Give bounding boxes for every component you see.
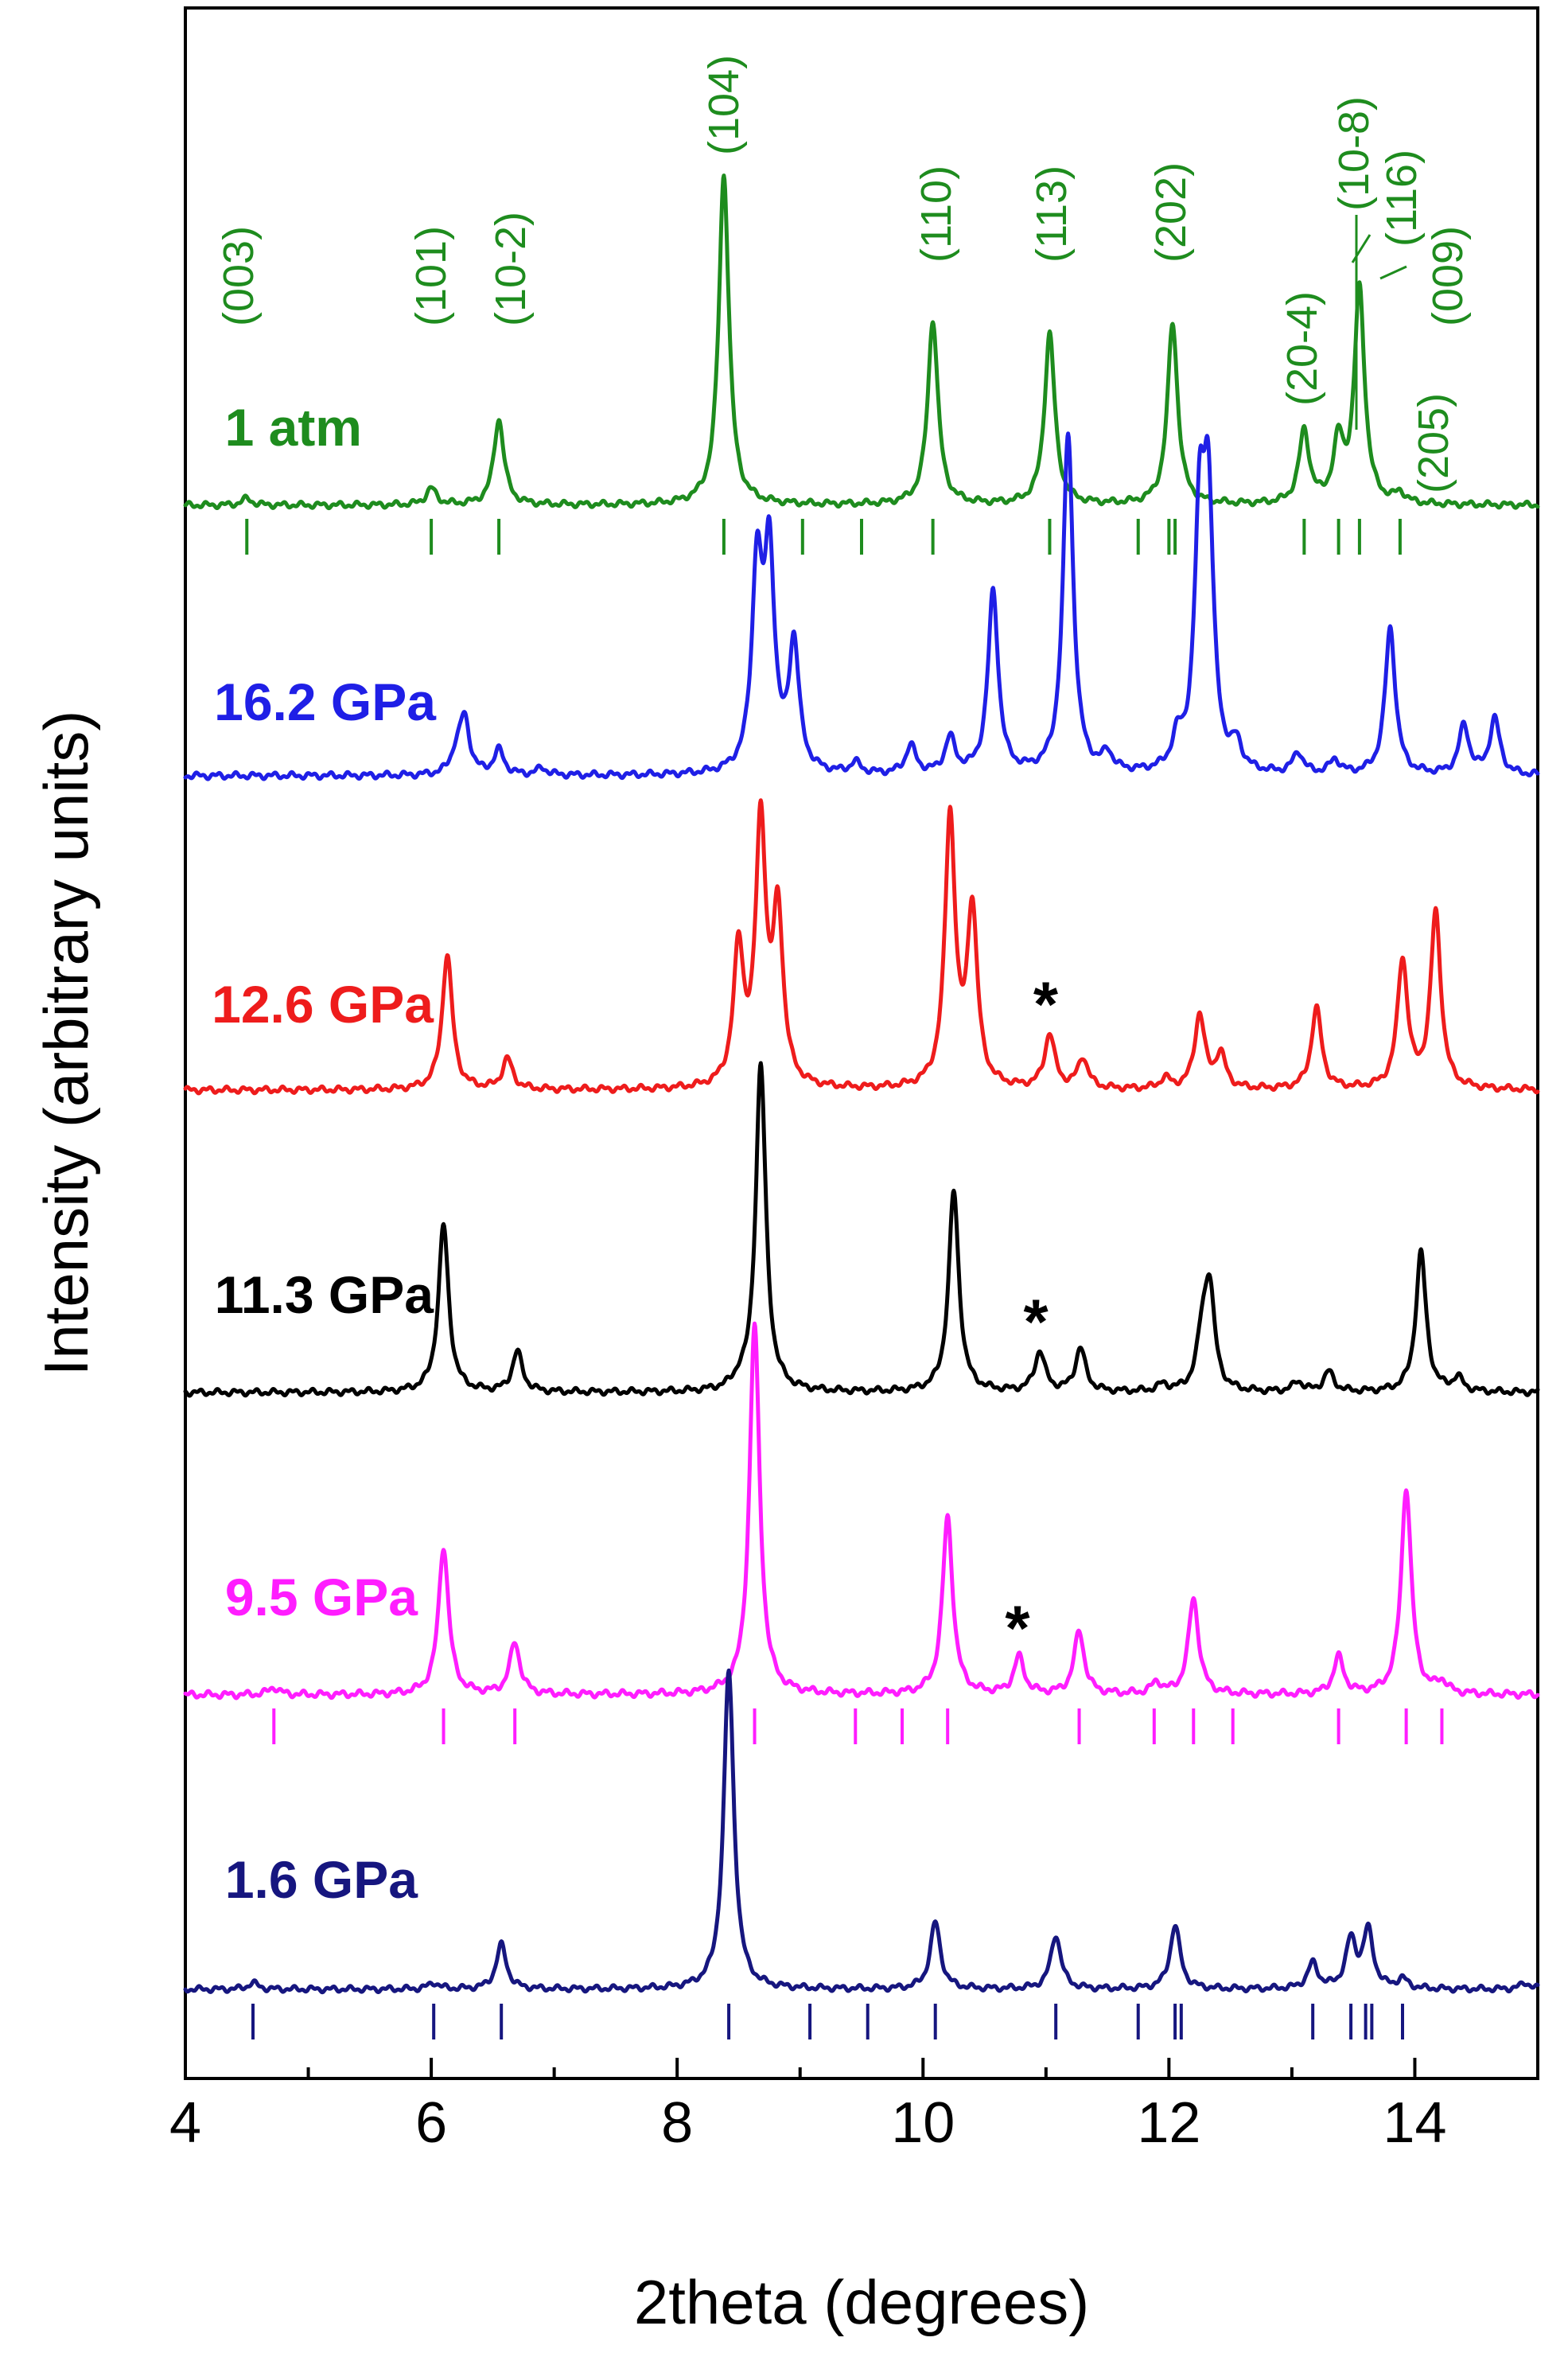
x-tick-label: 4 [169,2091,201,2155]
series-label: 11.3 GPa [215,1265,435,1324]
impurity-star: * [1024,1286,1049,1357]
series-label: 16.2 GPa [214,672,437,731]
hkl-labels: (003) (101) (10-2) (104) (110) (113) (202) (20-… [215,55,1472,493]
hkl-leader [1379,265,1407,280]
trace-1 [183,431,1540,781]
x-tick-label: 8 [661,2091,693,2155]
hkl-label: (101) [407,226,455,326]
series-traces [183,173,1540,1995]
impurity-markers: * * * [1005,968,1059,1663]
hkl-label: (003) [215,226,263,326]
y-axis-title: Intensity (arbitrary units) [31,711,101,1377]
series-label: 1.6 GPa [225,1850,418,1909]
trace-0 [183,173,1540,511]
hkl-label: (104) [700,55,748,155]
series-label: 12.6 GPa [212,975,434,1034]
hkl-label: (205) [1410,393,1457,493]
hkl-label: (10-2) [487,212,535,326]
x-tick-label: 14 [1383,2091,1446,2155]
trace-3 [183,1061,1540,1398]
trace-4 [183,1321,1540,1700]
hkl-label: (20-4) [1278,291,1326,406]
trace-5 [183,1668,1540,1995]
x-axis-title: 2theta (degrees) [634,2267,1089,2337]
plot-frame [184,6,1539,2080]
hkl-label: (110) [912,166,960,263]
x-tick-label: 6 [415,2091,447,2155]
impurity-star: * [1033,968,1059,1039]
hkl-leader [1351,234,1372,263]
reflection-markers [245,519,1444,2039]
impurity-star: * [1005,1593,1030,1664]
series-labels: 1 atm 16.2 GPa 12.6 GPa 11.3 GPa 9.5 GPa 1.6 … [212,398,437,1909]
x-tick-label: 12 [1137,2091,1200,2155]
hkl-label: (113) [1028,166,1076,263]
hkl-label: (009) [1424,226,1472,326]
series-label: 9.5 GPa [225,1568,418,1626]
x-axis-ticks: 4 6 8 10 12 14 [169,2058,1539,2155]
trace-2 [183,798,1540,1096]
hkl-label: (202) [1147,162,1195,263]
hkl-label: (116) [1378,150,1426,247]
x-tick-label: 10 [891,2091,955,2155]
hkl-label: (10-8) [1330,96,1378,211]
series-label: 1 atm [225,398,362,457]
